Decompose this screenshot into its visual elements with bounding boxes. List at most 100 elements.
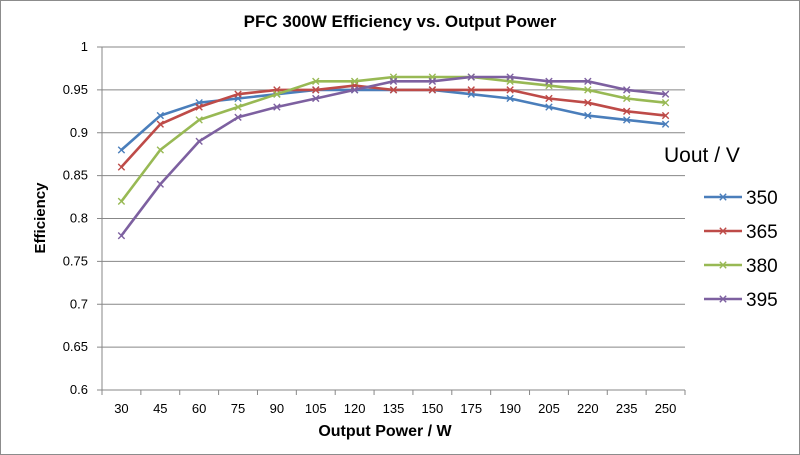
marker-stroke — [584, 111, 592, 120]
data-point — [312, 86, 320, 94]
marker-stroke — [389, 86, 398, 94]
marker-stroke — [428, 77, 437, 85]
data-point — [545, 77, 553, 85]
legend-label: 395 — [746, 290, 778, 311]
data-point — [467, 73, 475, 81]
marker-stroke — [661, 120, 670, 128]
marker-stroke — [156, 120, 164, 128]
marker-stroke — [350, 77, 359, 85]
marker-stroke — [506, 86, 514, 94]
data-point — [234, 113, 242, 122]
legend-label: 380 — [746, 256, 778, 277]
y-tick-label: 0.85 — [63, 168, 88, 183]
y-tick-label: 0.8 — [70, 211, 88, 226]
data-point — [117, 163, 126, 171]
data-point — [195, 137, 203, 146]
legend-label: 350 — [746, 188, 778, 209]
data-point — [273, 90, 281, 98]
series-lines — [117, 73, 670, 240]
marker-stroke — [117, 197, 126, 206]
marker-stroke — [584, 77, 592, 85]
marker-stroke — [584, 99, 592, 107]
series-365 — [117, 81, 670, 171]
data-point — [350, 86, 359, 94]
x-tick-label: 220 — [577, 401, 599, 416]
data-point — [117, 146, 126, 154]
marker-stroke — [312, 77, 320, 85]
marker-stroke — [719, 295, 727, 303]
marker-stroke — [506, 94, 514, 103]
x-tick-labels: 30 45 60 75 90 105 120 135 150 175 190 205 220 235 250 — [114, 401, 676, 416]
y-tick-label: 0.75 — [63, 253, 88, 268]
data-point — [350, 77, 359, 85]
marker-stroke — [719, 261, 727, 269]
marker-stroke — [350, 86, 359, 94]
data-point — [312, 94, 320, 103]
legend-marker — [719, 193, 727, 201]
data-point — [623, 116, 631, 124]
marker-stroke — [623, 107, 631, 116]
legend-marker — [719, 261, 727, 269]
x-tick-label: 135 — [383, 401, 405, 416]
data-point — [623, 94, 631, 103]
marker-stroke — [467, 86, 475, 94]
legend-item-365: 365 — [704, 222, 778, 243]
legend-item-350: 350 — [704, 188, 778, 209]
y-axis-title: Efficiency — [32, 182, 49, 254]
series-395 — [117, 73, 670, 240]
marker-stroke — [156, 111, 164, 120]
x-tick-label: 75 — [231, 401, 245, 416]
x-tick-label: 120 — [344, 401, 366, 416]
x-tick-label: 150 — [422, 401, 444, 416]
marker-stroke — [273, 90, 281, 98]
marker-stroke — [312, 94, 320, 103]
marker-stroke — [506, 73, 514, 81]
marker-stroke — [195, 103, 203, 111]
x-axis-title: Output Power / W — [318, 423, 452, 440]
marker-stroke — [389, 77, 398, 85]
legend-marker — [719, 295, 727, 303]
chart-title: PFC 300W Efficiency vs. Output Power — [244, 12, 557, 31]
marker-stroke — [156, 180, 164, 188]
marker-stroke — [545, 94, 553, 103]
data-point — [117, 197, 126, 206]
y-tick-label: 0.7 — [70, 296, 88, 311]
marker-stroke — [661, 111, 670, 120]
marker-stroke — [234, 90, 242, 98]
legend-label: 365 — [746, 222, 778, 243]
data-point — [467, 86, 475, 94]
x-tick-label: 190 — [499, 401, 521, 416]
data-point — [428, 86, 437, 94]
data-point — [195, 103, 203, 111]
data-point — [506, 94, 514, 103]
data-point — [389, 77, 398, 85]
y-tick-label: 1 — [81, 39, 88, 54]
y-tick-label: 0.95 — [63, 82, 88, 97]
y-tick-label: 0.6 — [70, 382, 88, 397]
marker-stroke — [623, 86, 631, 94]
y-tick-labels: 0.6 0.65 0.7 0.75 0.8 0.85 0.9 0.95 1 — [63, 39, 88, 397]
legend: 350 365 380 395 — [704, 188, 778, 311]
marker-stroke — [117, 163, 126, 171]
x-tick-label: 235 — [616, 401, 638, 416]
data-point — [623, 107, 631, 116]
x-tick-label: 60 — [192, 401, 206, 416]
data-point — [623, 86, 631, 94]
x-tick-label: 30 — [114, 401, 128, 416]
data-point — [234, 103, 242, 111]
data-point — [195, 116, 203, 124]
marker-stroke — [545, 77, 553, 85]
marker-stroke — [195, 116, 203, 124]
y-tick-label: 0.9 — [70, 125, 88, 140]
marker-stroke — [312, 86, 320, 94]
marker-stroke — [273, 103, 281, 111]
data-point — [156, 120, 164, 128]
data-point — [156, 180, 164, 188]
marker-stroke — [428, 86, 437, 94]
data-point — [117, 231, 126, 240]
legend-title: Uout / V — [664, 144, 740, 167]
x-tick-label: 175 — [460, 401, 482, 416]
marker-stroke — [623, 116, 631, 124]
data-point — [584, 111, 592, 120]
